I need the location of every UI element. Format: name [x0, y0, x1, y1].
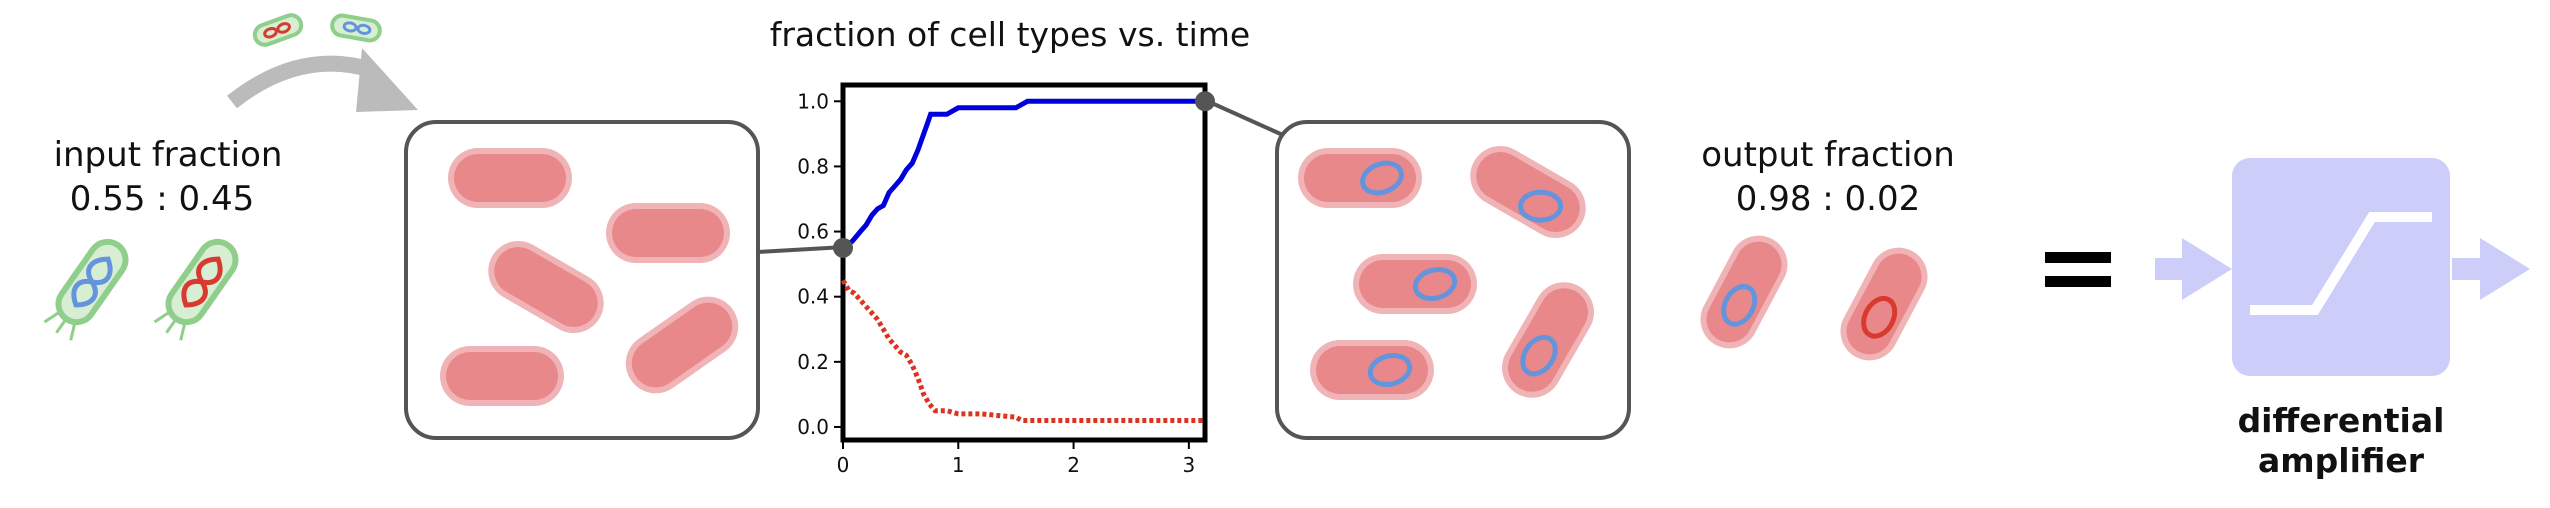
infected-cell-1 [1298, 148, 1422, 208]
y-tick-label: 0.8 [797, 154, 829, 178]
small-bacterium-red-icon [252, 13, 304, 47]
connector-right [1204, 98, 1286, 138]
infected-cell-2 [1470, 146, 1586, 238]
x-tick-label: 0 [837, 453, 850, 477]
cell-3 [488, 241, 604, 333]
output-cell-blue [1700, 235, 1788, 349]
chart-title: fraction of cell types vs. time [770, 15, 1250, 54]
sigmoid-response-icon [2250, 212, 2432, 315]
bacterium-blue-plasmid-icon [43, 238, 129, 341]
small-bacterium-blue-icon [330, 13, 382, 43]
inoculation-arrow-icon [227, 48, 418, 112]
cell-4 [625, 296, 739, 394]
series-line-blue [841, 98, 1205, 250]
y-tick-label: 0.6 [797, 220, 829, 244]
amplifier-output-arrow-icon [2452, 238, 2530, 300]
output-cell-red [1840, 247, 1928, 361]
amplifier-label-line1: differential [2238, 401, 2445, 440]
plot-frame [840, 82, 1208, 443]
cell-1 [448, 148, 572, 208]
x-tick-label: 2 [1067, 453, 1080, 477]
amplifier-input-arrow-icon [2155, 238, 2232, 300]
y-tick-label: 0.4 [797, 285, 829, 309]
output-fraction-title: output fraction [1701, 135, 1955, 175]
infected-cell-3 [1353, 254, 1477, 314]
y-tick-label: 1.0 [797, 89, 829, 113]
input-fraction-ratio: 0.55 : 0.45 [70, 179, 254, 219]
series-line-red [840, 279, 1205, 423]
start-point-marker [833, 237, 853, 258]
x-tick-label: 3 [1182, 453, 1195, 477]
end-point-marker [1195, 91, 1215, 112]
y-tick-label: 0.2 [797, 350, 829, 374]
y-tick-label: 0.0 [797, 415, 829, 439]
x-tick-label: 1 [952, 453, 965, 477]
output-fraction-ratio: 0.98 : 0.02 [1736, 179, 1920, 219]
infected-cell-5 [1310, 340, 1434, 400]
amplifier-label-line2: amplifier [2258, 441, 2425, 480]
infected-cell-4 [1502, 282, 1594, 398]
chart: 0.0 0.2 0.4 0.6 0.8 1.0 0 1 2 3 [797, 82, 1215, 477]
equals-sign-icon [2045, 252, 2111, 287]
bacterium-red-plasmid-icon [153, 238, 239, 341]
cell-5 [440, 346, 564, 406]
input-fraction-title: input fraction [54, 135, 283, 175]
cell-2 [606, 203, 730, 263]
connector-left [757, 245, 846, 254]
